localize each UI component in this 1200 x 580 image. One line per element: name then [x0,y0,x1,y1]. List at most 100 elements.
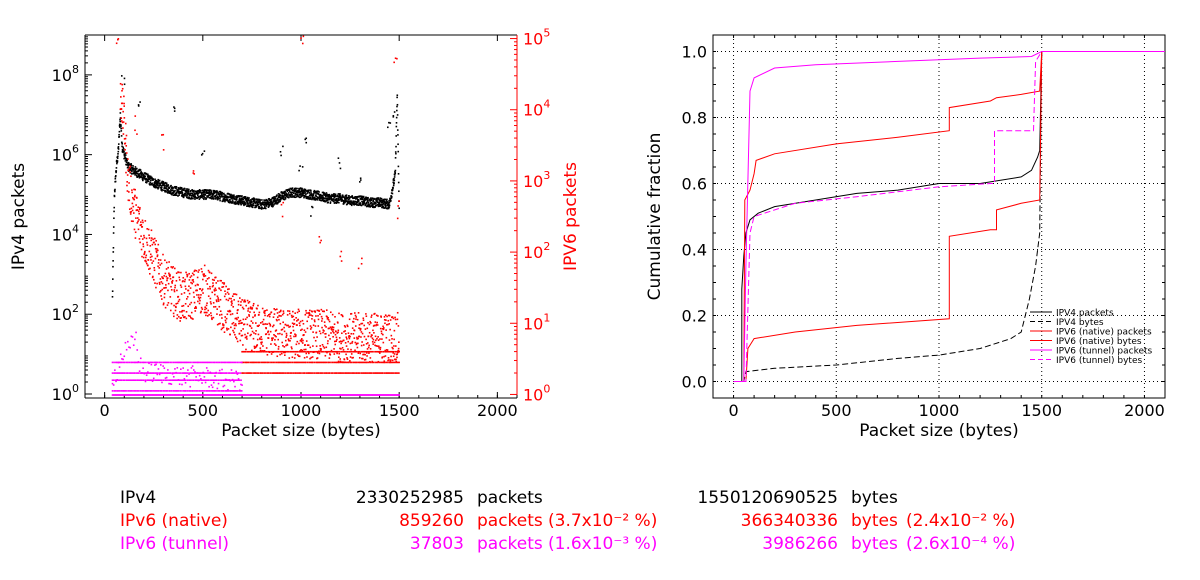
ipv6_tunnel-floor-point [155,390,158,392]
ipv4-point [322,196,324,199]
ipv6_native-point [259,347,262,349]
ipv6_tunnel-floor-point [152,379,155,382]
ipv6_tunnel-floor-point [212,390,214,392]
ipv6_native-point [370,314,373,317]
ipv6_native-point [374,335,377,338]
ipv6_native-point [162,302,165,305]
ipv6_native-point [324,354,327,357]
ipv4-point [364,197,367,200]
ipv4-point [302,191,304,193]
ipv6_native-point [318,310,321,312]
ipv6_native-point [180,271,182,274]
ipv6_native-outlier-point [123,105,126,107]
ipv6_native-floor-point [254,372,257,374]
ipv6_tunnel-point [147,371,149,373]
ipv4-point [303,196,305,199]
ipv4-point [139,174,141,177]
ipv6_native-point [346,357,348,359]
ipv6_native-floor-point [376,350,379,353]
ipv6_native-floor-point [369,350,372,353]
ipv4-point [334,193,337,196]
ipv6_native-floor-point [284,350,287,353]
ipv6_native-point [237,300,240,303]
ipv6_native-floor-point [260,361,263,364]
ipv6_tunnel-floor-point [223,379,225,382]
ipv6_tunnel-floor-point [184,372,186,374]
ipv6_native-point [172,312,175,315]
ipv6_tunnel-floor-point [155,379,158,382]
ipv4-point [368,204,371,206]
ipv4-point [259,202,262,205]
ipv6_native-point [296,320,298,322]
ipv6_native-point [362,344,365,346]
ipv4-point [265,207,267,210]
ipv6_native-point [214,287,217,290]
ipv4-point [175,194,178,196]
ipv6_native-point [281,313,284,316]
ipv4-point [393,182,395,184]
ipv6_native-point [286,314,289,316]
ipv6_tunnel-floor-point [199,361,202,364]
right-chart-lines [733,51,1165,382]
ipv4-point [375,204,378,207]
ipv6_native-point [280,309,282,312]
ipv6_tunnel-floor-point [206,390,209,392]
ipv6_native-point [332,326,335,329]
ipv6_native-floor-point [359,350,361,353]
ipv6_native-point [270,343,272,345]
ipv4-point [385,201,387,203]
ipv6_native-floor-point [375,361,378,364]
ipv4-point [279,194,281,197]
ipv6_native-point [251,307,254,309]
ipv4-point [310,192,312,194]
ipv6_native-point [327,319,330,321]
ipv6_tunnel-floor-point [188,372,190,374]
ipv6_tunnel-floor-point [162,379,165,382]
ipv6_native-point [214,305,217,308]
ipv6_native-point [297,318,300,321]
ipv6_native-point [141,238,144,240]
ipv6_tunnel-floor-point [220,361,222,364]
ipv4-point [380,197,383,200]
ipv4-point [188,188,190,191]
ipv4-point [277,199,279,201]
ipv6_native-point [124,142,127,145]
ipv4-point [366,205,369,208]
ipv6_tunnel-point [114,369,116,371]
ipv4-point [298,190,301,193]
ipv4-point [302,193,304,196]
ipv6_native-point [298,310,300,312]
ipv6_native-floor-point [310,372,313,374]
ipv6_native-point [148,237,151,239]
ipv4-point [333,193,335,195]
ipv6_native-floor-point [363,361,366,364]
ipv4-point [196,194,199,197]
ipv6_native-floor-point [250,350,253,353]
ipv6_native-floor-point [267,361,270,364]
ipv4-point [132,165,134,167]
ipv4-outlier-point [123,83,126,86]
ipv4-point [250,204,253,207]
ipv6_native-point [294,335,297,338]
ipv6_native-floor-point [353,361,356,364]
ipv4-point [219,197,221,200]
ipv6_native-point [356,338,358,340]
ipv4-outlier-point [392,115,395,117]
ipv4-point [231,195,233,198]
ipv6_native-point [310,326,313,329]
ipv6_tunnel-floor-point [158,372,161,374]
ipv4-point [129,169,132,171]
ipv4-point [382,200,384,202]
ipv6_native-point [165,275,168,278]
ipv6_tunnel-floor-point [162,390,164,392]
ipv6_native-point [375,323,378,326]
ipv6_native-point [154,243,157,246]
ipv6_native-point [358,335,361,338]
ipv6_tunnel-point [194,371,196,373]
ipv6_native-floor-point [346,372,349,374]
ipv6_native-point [280,315,282,317]
ipv6_tunnel-floor-point [220,372,222,374]
ipv6_tunnel-floor-point [194,372,196,374]
ipv6_native-point [233,331,235,334]
ipv4-point [293,187,296,190]
